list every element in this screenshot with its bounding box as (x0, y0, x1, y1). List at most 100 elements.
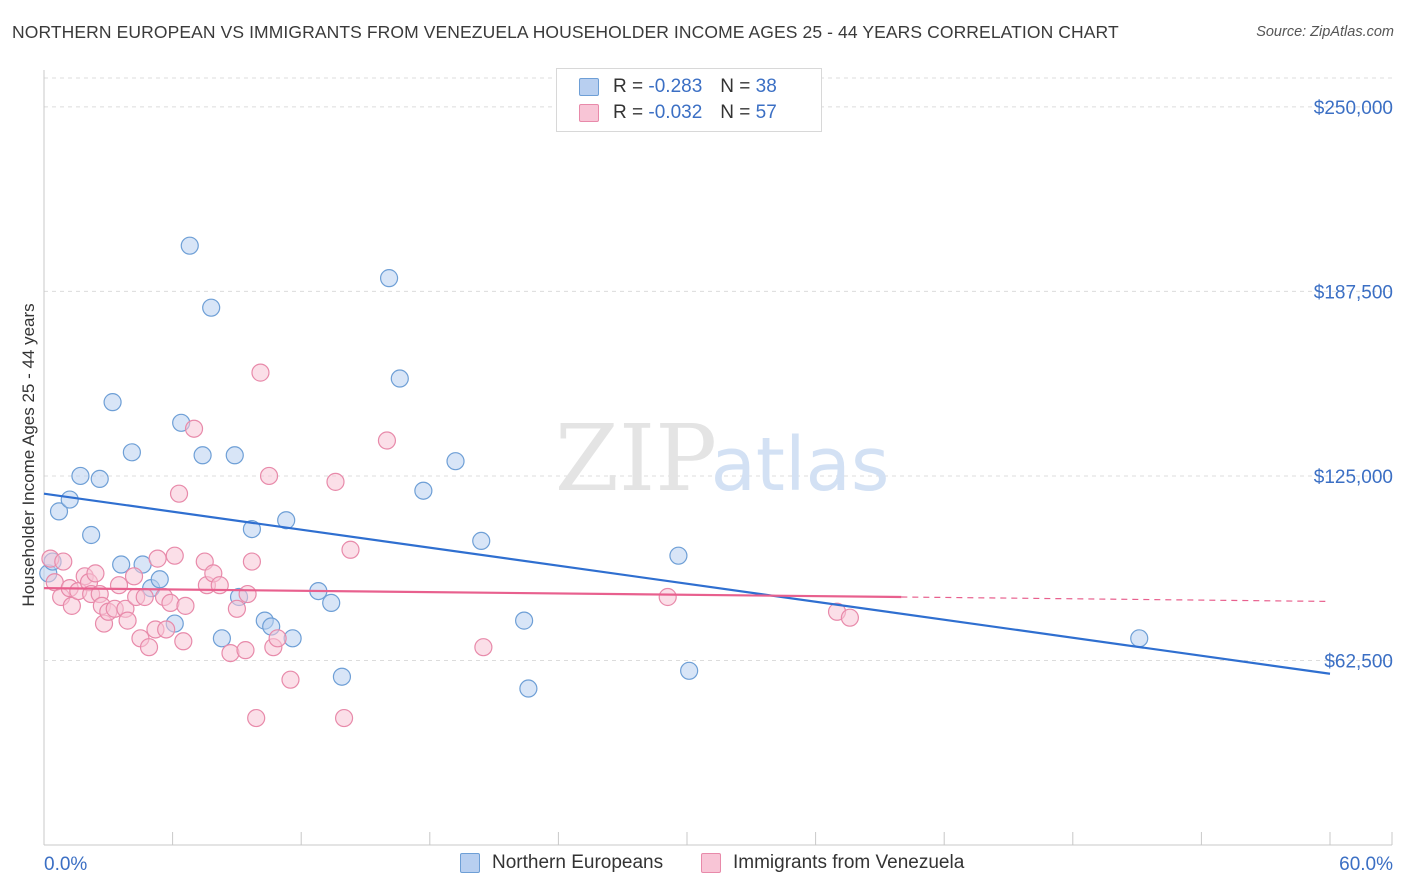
point-northern-european (242, 519, 262, 539)
r-label: R = (613, 76, 644, 97)
point-northern-european (277, 511, 296, 530)
legend-item-venezuela[interactable]: Immigrants from Venezuela (701, 852, 964, 874)
point-northern-european (1130, 629, 1149, 648)
point-venezuela (118, 611, 137, 630)
point-venezuela (176, 596, 195, 615)
grid-layer (44, 77, 1392, 661)
point-venezuela (139, 638, 159, 657)
point-northern-european (202, 298, 221, 317)
n-value: 57 (755, 102, 777, 123)
point-northern-european (212, 629, 231, 648)
point-venezuela (161, 593, 180, 613)
point-venezuela (268, 629, 287, 648)
point-northern-european (680, 661, 699, 680)
y-tick-label: $187,500 (1314, 282, 1393, 303)
series-legend: Northern Europeans Immigrants from Venez… (0, 852, 1406, 878)
points-layer (39, 236, 1149, 728)
legend-label: Immigrants from Venezuela (733, 852, 965, 873)
point-venezuela (135, 587, 154, 607)
point-northern-european (446, 452, 465, 471)
x-tick-label: 60.0% (1339, 854, 1393, 875)
point-northern-european (414, 481, 433, 500)
point-northern-european (472, 531, 491, 551)
point-venezuela (169, 484, 189, 503)
point-venezuela (474, 638, 493, 657)
point-venezuela (377, 431, 397, 450)
point-venezuela (658, 587, 677, 607)
point-venezuela (334, 708, 354, 728)
point-venezuela (281, 670, 300, 689)
point-venezuela (251, 363, 270, 382)
point-northern-european (390, 369, 409, 388)
point-northern-european (103, 393, 122, 412)
point-northern-european (150, 570, 169, 589)
chart-title: NORTHERN EUROPEAN VS IMMIGRANTS FROM VEN… (12, 22, 1119, 42)
point-venezuela (227, 599, 246, 618)
point-venezuela (840, 608, 859, 627)
point-northern-european (60, 490, 79, 509)
r-label: R = (613, 102, 644, 123)
point-venezuela (157, 620, 176, 639)
y-tick-label: $62,500 (1324, 651, 1393, 672)
y-tick-label: $125,000 (1314, 467, 1393, 488)
y-axis-title: Householder Income Ages 25 - 44 years (19, 303, 38, 606)
point-venezuela (341, 540, 360, 559)
point-venezuela (210, 576, 229, 595)
point-northern-european (71, 466, 90, 486)
point-northern-european (515, 611, 534, 630)
trend-layer (43, 492, 1331, 675)
point-venezuela (326, 472, 345, 491)
trendline-northern-europeans (43, 492, 1331, 675)
point-venezuela (124, 567, 144, 586)
n-value: 38 (755, 76, 777, 97)
point-northern-european (322, 593, 341, 613)
legend-item-northern-europeans[interactable]: Northern Europeans (460, 852, 663, 874)
trendline-venezuela-extension (901, 596, 1331, 603)
legend-swatch-pink (579, 104, 599, 122)
legend-label: Northern Europeans (492, 852, 664, 873)
point-northern-european (669, 546, 688, 565)
n-label: N = (720, 102, 751, 123)
label-layer: $62,500 $125,000 $187,500 $250,000 0.0% 60.0%… (19, 98, 1393, 875)
point-northern-european (225, 446, 244, 465)
r-value: -0.283 (648, 76, 703, 97)
point-venezuela (86, 564, 105, 583)
point-venezuela (165, 546, 184, 565)
legend-swatch-blue (579, 78, 599, 96)
watermark: ZIP atlas (555, 405, 890, 512)
watermark-atlas: atlas (711, 422, 890, 508)
point-northern-european (193, 446, 212, 465)
n-label: N = (720, 76, 751, 97)
legend-swatch-blue (460, 853, 480, 873)
point-northern-european (379, 269, 399, 288)
point-northern-european (82, 525, 101, 545)
point-northern-european (112, 555, 131, 574)
point-venezuela (259, 466, 279, 486)
point-northern-european (90, 469, 109, 489)
r-value: -0.032 (648, 102, 703, 123)
point-venezuela (148, 549, 167, 568)
point-northern-european (49, 502, 69, 521)
point-venezuela (236, 641, 255, 660)
point-venezuela (221, 643, 240, 663)
stats-row-venezuela: R = -0.032 N = 57 (579, 102, 777, 124)
source-label: Source: ZipAtlas.com (1256, 24, 1394, 40)
point-venezuela (247, 708, 266, 728)
trendline-venezuela (43, 587, 902, 599)
point-northern-european (180, 236, 199, 255)
point-northern-european (122, 443, 141, 462)
point-venezuela (109, 576, 129, 595)
axis-layer (43, 70, 1393, 846)
stats-legend: R = -0.283 N = 38 R = -0.032 N = 57 (556, 68, 822, 132)
legend-swatch-pink (701, 853, 721, 873)
point-venezuela (238, 584, 257, 604)
stats-row-northern-europeans: R = -0.283 N = 38 (579, 76, 777, 98)
point-venezuela (242, 552, 262, 571)
point-northern-european (332, 667, 352, 686)
point-northern-european (519, 679, 538, 698)
point-venezuela (184, 419, 204, 438)
point-venezuela (174, 632, 193, 651)
y-tick-label: $250,000 (1314, 98, 1393, 119)
watermark-zip: ZIP (555, 405, 717, 512)
